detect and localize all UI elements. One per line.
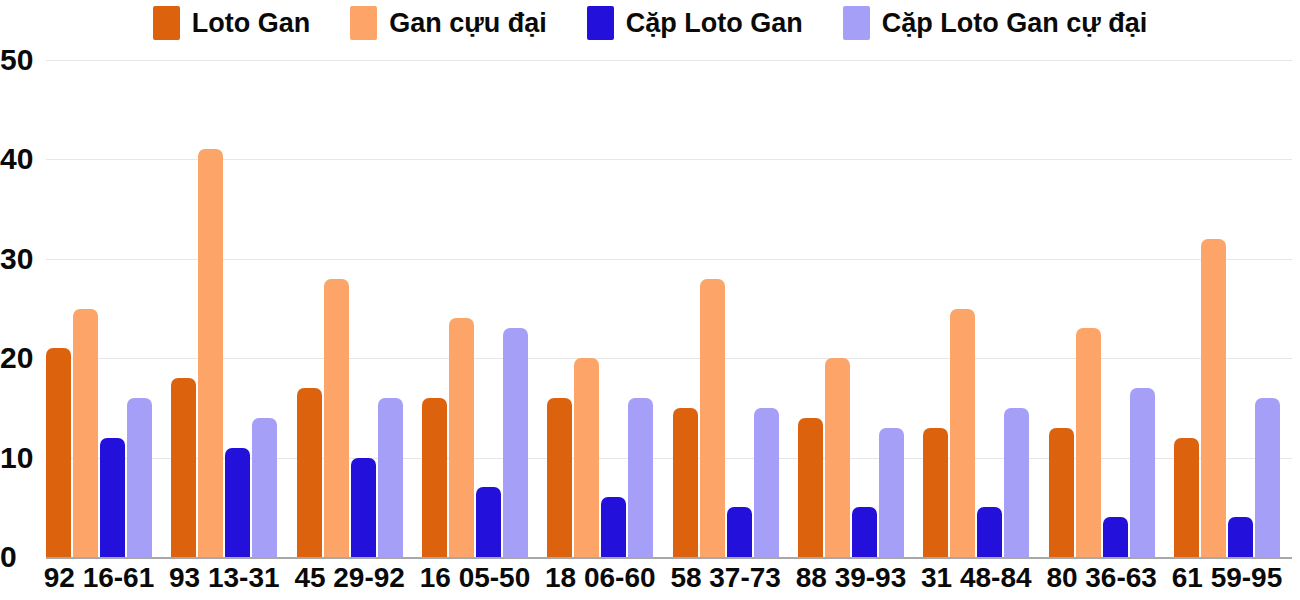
- bar-series2-group8[interactable]: [1103, 517, 1128, 557]
- x-axis-line: [46, 557, 1292, 559]
- legend-label: Loto Gan: [192, 8, 310, 39]
- legend-swatch-icon: [350, 6, 377, 40]
- y-tick-label: 50: [0, 44, 40, 76]
- chart-legend: Loto Gan Gan cựu đại Cặp Loto Gan Cặp Loto …: [0, 6, 1300, 40]
- bar-series1-group2[interactable]: [324, 279, 349, 557]
- y-tick-label: 20: [0, 342, 40, 374]
- gridline-30: [46, 259, 1292, 260]
- bar-series1-group5[interactable]: [700, 279, 725, 557]
- bar-series3-group3[interactable]: [503, 328, 528, 557]
- bar-series1-group9[interactable]: [1201, 239, 1226, 557]
- bar-series3-group5[interactable]: [754, 408, 779, 557]
- bar-series1-group8[interactable]: [1076, 328, 1101, 557]
- bar-series3-group9[interactable]: [1255, 398, 1280, 557]
- bar-series1-group7[interactable]: [950, 309, 975, 558]
- legend-item-2[interactable]: Cặp Loto Gan: [587, 6, 803, 40]
- legend-item-3[interactable]: Cặp Loto Gan cự đại: [843, 6, 1148, 40]
- bar-series2-group6[interactable]: [852, 507, 877, 557]
- bar-series2-group9[interactable]: [1228, 517, 1253, 557]
- bar-series1-group1[interactable]: [198, 149, 223, 557]
- legend-label: Gan cựu đại: [389, 8, 547, 39]
- bar-series0-group5[interactable]: [673, 408, 698, 557]
- bar-series2-group5[interactable]: [727, 507, 752, 557]
- bar-series0-group6[interactable]: [798, 418, 823, 557]
- bar-series2-group3[interactable]: [476, 487, 501, 557]
- bar-series1-group6[interactable]: [825, 358, 850, 557]
- bar-series3-group6[interactable]: [879, 428, 904, 557]
- y-tick-label: 30: [0, 243, 40, 275]
- bar-series0-group7[interactable]: [923, 428, 948, 557]
- bar-series0-group2[interactable]: [297, 388, 322, 557]
- bar-series0-group8[interactable]: [1049, 428, 1074, 557]
- x-tick-label: 61 59-95: [1142, 562, 1300, 594]
- bar-series2-group1[interactable]: [225, 448, 250, 557]
- bar-series2-group0[interactable]: [100, 438, 125, 557]
- legend-label: Cặp Loto Gan: [626, 8, 803, 39]
- bar-series0-group0[interactable]: [46, 348, 71, 557]
- legend-swatch-icon: [587, 6, 614, 40]
- bar-series0-group4[interactable]: [547, 398, 572, 557]
- gridline-40: [46, 159, 1292, 160]
- bar-series1-group3[interactable]: [449, 318, 474, 557]
- bar-series3-group2[interactable]: [378, 398, 403, 557]
- legend-item-0[interactable]: Loto Gan: [153, 6, 310, 40]
- bar-series2-group4[interactable]: [601, 497, 626, 557]
- y-tick-label: 40: [0, 143, 40, 175]
- bar-series3-group8[interactable]: [1130, 388, 1155, 557]
- bar-series3-group4[interactable]: [628, 398, 653, 557]
- bar-series1-group0[interactable]: [73, 309, 98, 558]
- bar-series0-group1[interactable]: [171, 378, 196, 557]
- gridline-50: [46, 60, 1292, 61]
- bar-series3-group7[interactable]: [1004, 408, 1029, 557]
- legend-swatch-icon: [843, 6, 870, 40]
- grouped-bar-chart: Loto Gan Gan cựu đại Cặp Loto Gan Cặp Loto …: [0, 0, 1300, 600]
- legend-label: Cặp Loto Gan cự đại: [882, 8, 1148, 39]
- bar-series3-group1[interactable]: [252, 418, 277, 557]
- bar-series2-group7[interactable]: [977, 507, 1002, 557]
- bar-series0-group3[interactable]: [422, 398, 447, 557]
- gridline-20: [46, 358, 1292, 359]
- bar-series1-group4[interactable]: [574, 358, 599, 557]
- bar-series2-group2[interactable]: [351, 458, 376, 557]
- bar-series3-group0[interactable]: [127, 398, 152, 557]
- y-tick-label: 10: [0, 442, 40, 474]
- legend-item-1[interactable]: Gan cựu đại: [350, 6, 547, 40]
- bar-series0-group9[interactable]: [1174, 438, 1199, 557]
- legend-swatch-icon: [153, 6, 180, 40]
